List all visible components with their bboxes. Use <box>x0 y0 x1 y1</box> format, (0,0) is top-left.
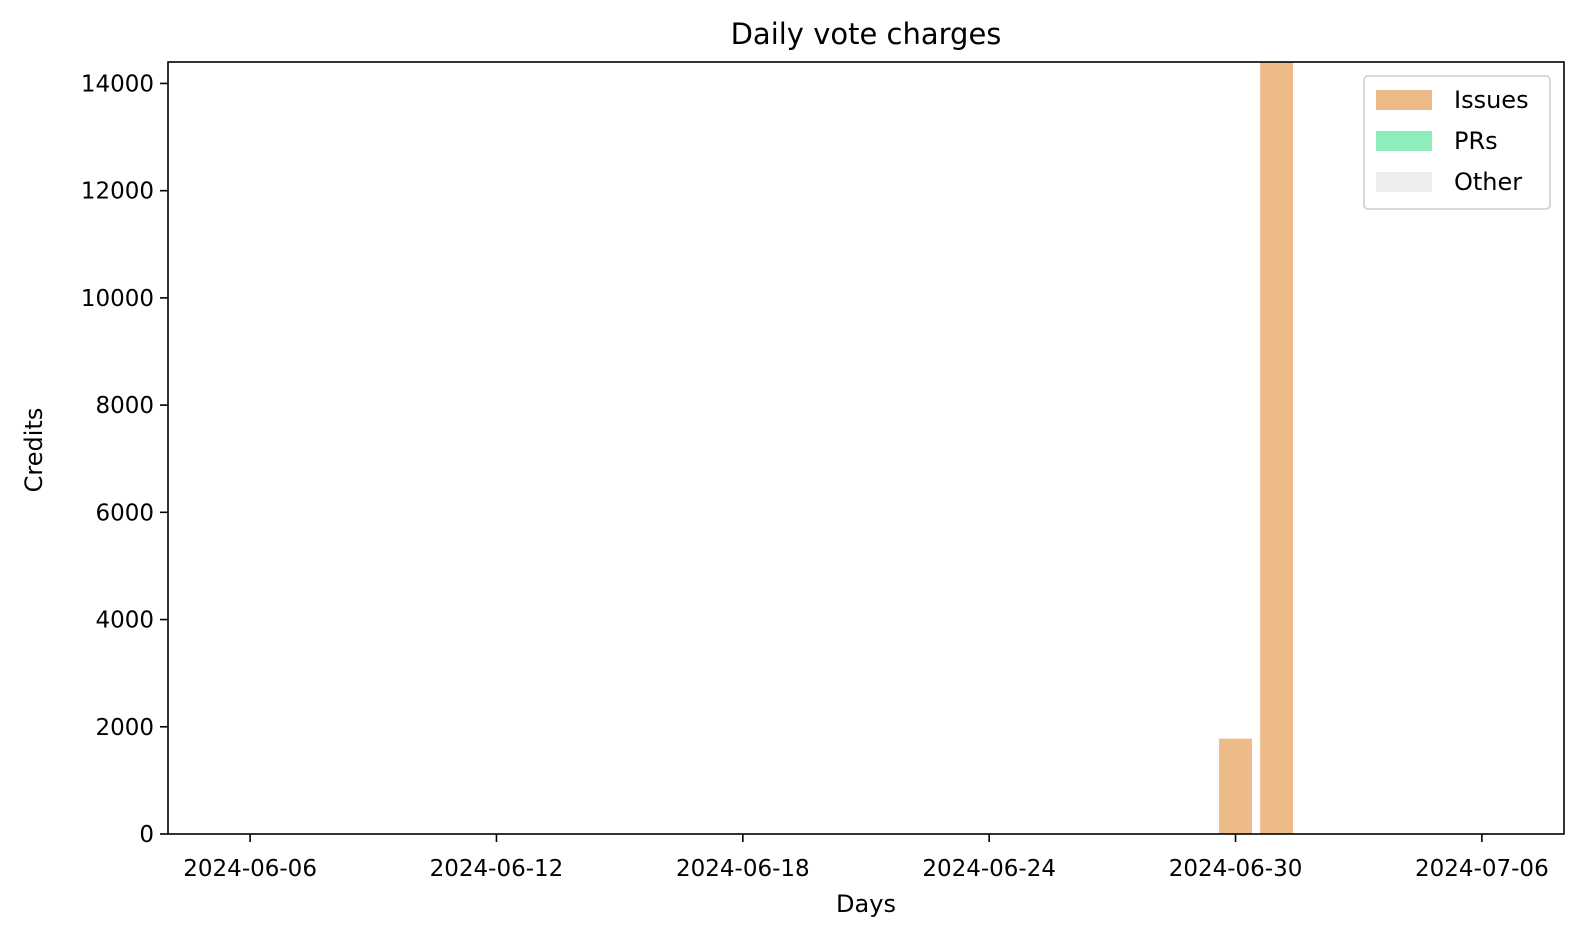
legend-swatch-other <box>1376 172 1432 192</box>
legend-label-prs: PRs <box>1454 127 1498 155</box>
y-tick-label: 8000 <box>95 393 154 419</box>
y-tick-label: 4000 <box>95 608 154 634</box>
x-tick-label: 2024-06-24 <box>922 856 1056 882</box>
legend-label-issues: Issues <box>1454 86 1529 114</box>
y-tick-label: 14000 <box>81 71 154 97</box>
legend: Issues PRs Other <box>1363 75 1551 210</box>
y-tick-label: 2000 <box>95 715 154 741</box>
x-tick-label: 2024-06-30 <box>1169 856 1303 882</box>
x-axis-label: Days <box>836 890 896 918</box>
bar-issues-2024-07-01 <box>1260 62 1294 834</box>
x-tick-label: 2024-07-06 <box>1415 856 1549 882</box>
y-tick-label: 0 <box>139 822 154 848</box>
x-tick-label: 2024-06-06 <box>183 856 317 882</box>
x-tick-label: 2024-06-18 <box>676 856 810 882</box>
chart-title: Daily vote charges <box>731 17 1002 51</box>
y-axis: 0 2000 4000 6000 8000 10000 12000 14000 <box>81 71 168 848</box>
x-axis: 2024-06-06 2024-06-12 2024-06-18 2024-06-24… <box>183 834 1549 882</box>
x-tick-label: 2024-06-12 <box>430 856 564 882</box>
y-axis-label: Credits <box>20 408 48 493</box>
bars-layer <box>1219 62 1294 834</box>
y-tick-label: 12000 <box>81 179 154 205</box>
legend-swatch-issues <box>1376 90 1432 110</box>
legend-swatch-prs <box>1376 131 1432 151</box>
plot-frame <box>167 61 1565 835</box>
bar-issues-2024-06-30 <box>1219 738 1252 834</box>
y-tick-label: 6000 <box>95 500 154 526</box>
y-tick-label: 10000 <box>81 286 154 312</box>
legend-label-other: Other <box>1454 168 1522 196</box>
